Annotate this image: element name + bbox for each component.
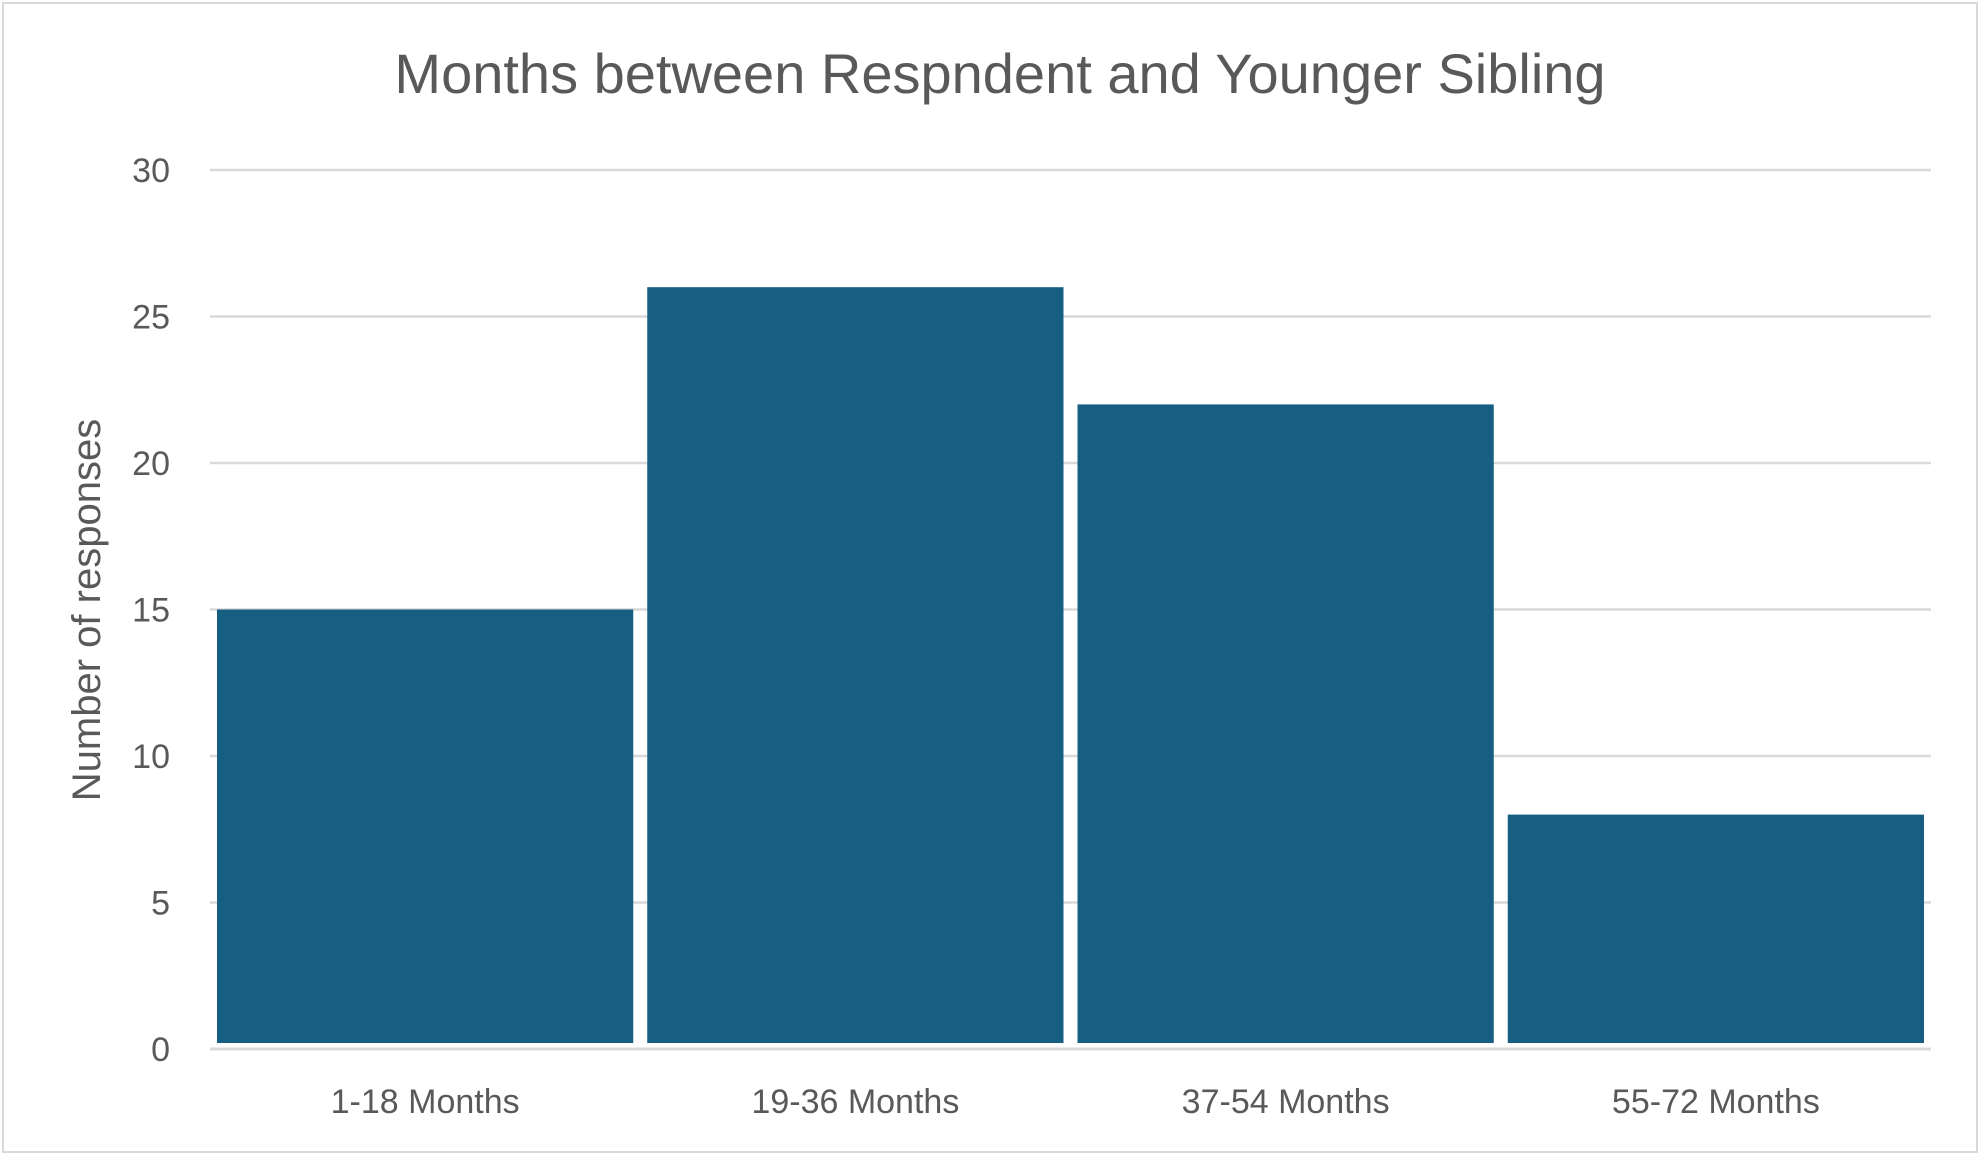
bar xyxy=(647,287,1064,1043)
y-tick-label: 5 xyxy=(151,885,170,923)
bar xyxy=(1077,404,1494,1043)
y-tick-label: 30 xyxy=(132,152,170,190)
y-tick-label: 10 xyxy=(132,738,170,776)
x-axis-ticks: 1-18 Months 19-36 Months 37-54 Months 55-72… xyxy=(331,1083,1820,1121)
x-tick-label: 37-54 Months xyxy=(1182,1083,1390,1121)
bar xyxy=(1507,814,1924,1043)
x-tick-label: 1-18 Months xyxy=(331,1083,520,1121)
y-axis-title: Number of responses xyxy=(65,419,109,801)
bars xyxy=(217,287,1924,1043)
bar xyxy=(217,609,634,1043)
x-tick-label: 19-36 Months xyxy=(751,1083,959,1121)
y-tick-label: 20 xyxy=(132,445,170,483)
chart-title: Months between Respndent and Younger Sib… xyxy=(394,42,1605,105)
y-tick-label: 15 xyxy=(132,592,170,630)
x-tick-label: 55-72 Months xyxy=(1612,1083,1820,1121)
y-tick-label: 0 xyxy=(151,1031,170,1069)
y-axis-ticks: 0 5 10 15 20 25 30 xyxy=(132,152,170,1069)
y-tick-label: 25 xyxy=(132,299,170,337)
